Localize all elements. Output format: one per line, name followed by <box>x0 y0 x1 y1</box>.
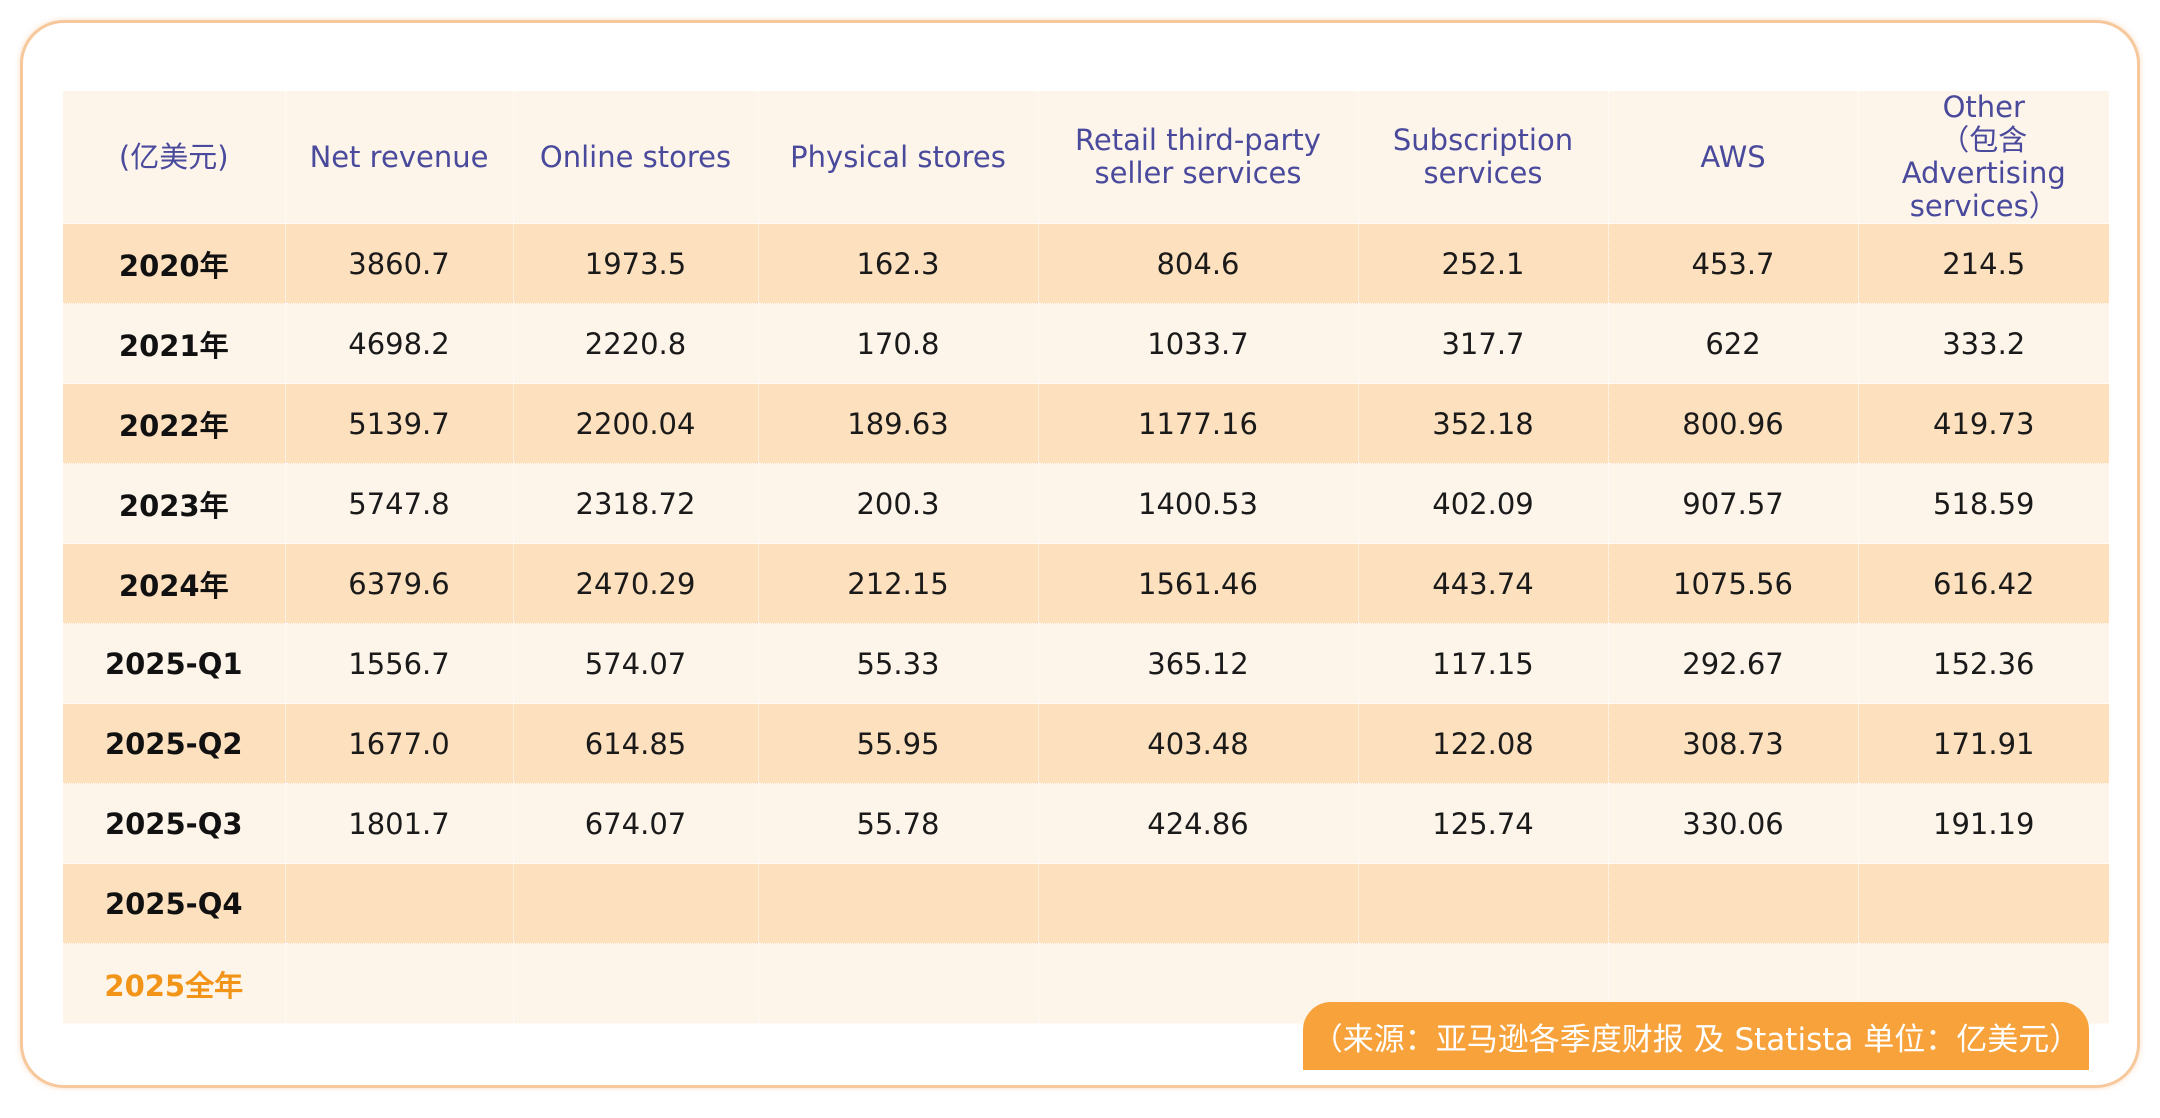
cell-online-stores <box>512 943 758 1024</box>
cell-physical-stores: 162.3 <box>757 223 1038 304</box>
row-label: 2022年 <box>63 383 285 464</box>
cell-aws: 292.67 <box>1607 623 1858 704</box>
cell-aws: 1075.56 <box>1607 543 1858 624</box>
cell-aws: 622 <box>1607 303 1858 384</box>
cell-other: 152.36 <box>1857 623 2109 704</box>
card-frame: (亿美元) Net revenue Online stores Physical… <box>20 20 2140 1088</box>
header-unit: (亿美元) <box>63 91 285 224</box>
cell-net-revenue: 6379.6 <box>284 543 513 624</box>
table-row: 2024年 6379.6 2470.29 212.15 1561.46 443.… <box>63 543 2109 624</box>
cell-third-party-seller: 804.6 <box>1037 223 1358 304</box>
cell-online-stores: 2220.8 <box>512 303 758 384</box>
cell-net-revenue: 1677.0 <box>284 703 513 784</box>
cell-net-revenue: 5139.7 <box>284 383 513 464</box>
cell-other: 333.2 <box>1857 303 2109 384</box>
cell-aws: 330.06 <box>1607 783 1858 864</box>
row-label: 2023年 <box>63 463 285 544</box>
cell-online-stores: 2470.29 <box>512 543 758 624</box>
table-row: 2021年 4698.2 2220.8 170.8 1033.7 317.7 6… <box>63 303 2109 384</box>
cell-subscription <box>1357 863 1608 944</box>
cell-aws <box>1607 863 1858 944</box>
cell-online-stores: 574.07 <box>512 623 758 704</box>
cell-net-revenue <box>284 863 513 944</box>
table-row: 2020年 3860.7 1973.5 162.3 804.6 252.1 45… <box>63 223 2109 304</box>
header-net-revenue: Net revenue <box>284 91 513 224</box>
source-note: （来源：亚马逊各季度财报 及 Statista 单位：亿美元） <box>1303 1002 2089 1070</box>
cell-other: 191.19 <box>1857 783 2109 864</box>
cell-aws: 907.57 <box>1607 463 1858 544</box>
cell-physical-stores <box>757 943 1038 1024</box>
cell-subscription: 352.18 <box>1357 383 1608 464</box>
header-aws: AWS <box>1607 91 1858 224</box>
cell-physical-stores: 200.3 <box>757 463 1038 544</box>
cell-other: 419.73 <box>1857 383 2109 464</box>
cell-net-revenue <box>284 943 513 1024</box>
cell-subscription: 402.09 <box>1357 463 1608 544</box>
cell-net-revenue: 5747.8 <box>284 463 513 544</box>
cell-third-party-seller: 365.12 <box>1037 623 1358 704</box>
row-label: 2025-Q1 <box>63 623 285 704</box>
table-row: 2023年 5747.8 2318.72 200.3 1400.53 402.0… <box>63 463 2109 544</box>
row-label: 2025-Q4 <box>63 863 285 944</box>
cell-physical-stores: 212.15 <box>757 543 1038 624</box>
cell-subscription: 122.08 <box>1357 703 1608 784</box>
cell-aws: 308.73 <box>1607 703 1858 784</box>
cell-other: 214.5 <box>1857 223 2109 304</box>
header-subscription: Subscription services <box>1357 91 1608 224</box>
cell-other: 171.91 <box>1857 703 2109 784</box>
revenue-table: (亿美元) Net revenue Online stores Physical… <box>63 91 2109 1024</box>
cell-subscription: 443.74 <box>1357 543 1608 624</box>
cell-third-party-seller: 1400.53 <box>1037 463 1358 544</box>
header-physical-stores: Physical stores <box>757 91 1038 224</box>
row-label: 2021年 <box>63 303 285 384</box>
cell-physical-stores: 189.63 <box>757 383 1038 464</box>
cell-net-revenue: 1556.7 <box>284 623 513 704</box>
cell-aws: 453.7 <box>1607 223 1858 304</box>
cell-aws: 800.96 <box>1607 383 1858 464</box>
table-row: 2025-Q4 <box>63 863 2109 944</box>
cell-physical-stores: 55.95 <box>757 703 1038 784</box>
cell-physical-stores: 55.78 <box>757 783 1038 864</box>
table-row: 2025-Q2 1677.0 614.85 55.95 403.48 122.0… <box>63 703 2109 784</box>
cell-third-party-seller <box>1037 943 1358 1024</box>
row-label: 2025-Q3 <box>63 783 285 864</box>
row-label-full-year: 2025全年 <box>63 943 285 1024</box>
header-row: (亿美元) Net revenue Online stores Physical… <box>63 91 2109 224</box>
cell-physical-stores <box>757 863 1038 944</box>
cell-net-revenue: 1801.7 <box>284 783 513 864</box>
cell-online-stores: 1973.5 <box>512 223 758 304</box>
cell-third-party-seller <box>1037 863 1358 944</box>
row-label: 2020年 <box>63 223 285 304</box>
table-row: 2025-Q1 1556.7 574.07 55.33 365.12 117.1… <box>63 623 2109 704</box>
cell-subscription: 125.74 <box>1357 783 1608 864</box>
cell-other: 616.42 <box>1857 543 2109 624</box>
cell-other <box>1857 863 2109 944</box>
cell-online-stores: 614.85 <box>512 703 758 784</box>
row-label: 2025-Q2 <box>63 703 285 784</box>
cell-subscription: 252.1 <box>1357 223 1608 304</box>
table-row: 2022年 5139.7 2200.04 189.63 1177.16 352.… <box>63 383 2109 464</box>
cell-net-revenue: 4698.2 <box>284 303 513 384</box>
cell-subscription: 117.15 <box>1357 623 1608 704</box>
cell-net-revenue: 3860.7 <box>284 223 513 304</box>
header-third-party-seller: Retail third-party seller services <box>1037 91 1358 224</box>
cell-third-party-seller: 424.86 <box>1037 783 1358 864</box>
cell-third-party-seller: 403.48 <box>1037 703 1358 784</box>
header-other: Other （包含Advertising services） <box>1857 91 2109 224</box>
cell-physical-stores: 170.8 <box>757 303 1038 384</box>
row-label: 2024年 <box>63 543 285 624</box>
table-row: 2025全年 <box>63 943 2109 1024</box>
cell-online-stores: 674.07 <box>512 783 758 864</box>
cell-online-stores: 2200.04 <box>512 383 758 464</box>
cell-online-stores <box>512 863 758 944</box>
cell-physical-stores: 55.33 <box>757 623 1038 704</box>
cell-subscription: 317.7 <box>1357 303 1608 384</box>
cell-online-stores: 2318.72 <box>512 463 758 544</box>
cell-third-party-seller: 1177.16 <box>1037 383 1358 464</box>
header-online-stores: Online stores <box>512 91 758 224</box>
table-row: 2025-Q3 1801.7 674.07 55.78 424.86 125.7… <box>63 783 2109 864</box>
cell-third-party-seller: 1033.7 <box>1037 303 1358 384</box>
cell-other: 518.59 <box>1857 463 2109 544</box>
cell-third-party-seller: 1561.46 <box>1037 543 1358 624</box>
